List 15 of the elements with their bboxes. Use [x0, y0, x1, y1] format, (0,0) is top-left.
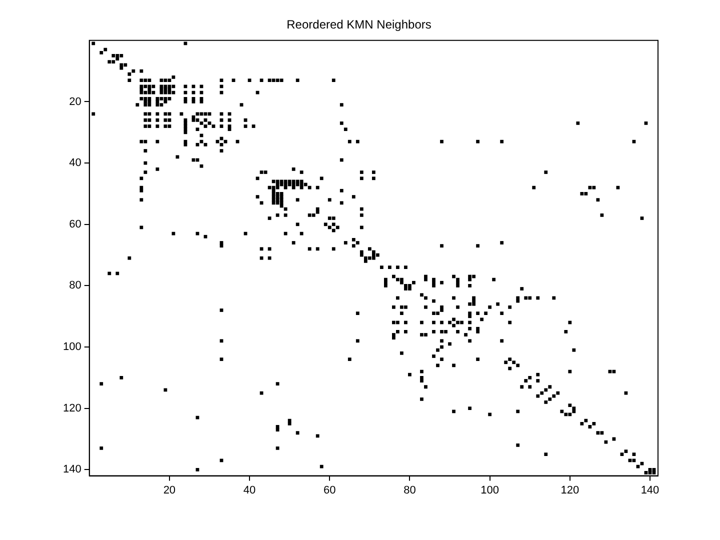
- x-tick-label: 80: [404, 484, 416, 496]
- x-tick-label: 60: [324, 484, 336, 496]
- x-tick-label: 100: [480, 484, 499, 496]
- y-tick-label: 20: [69, 96, 82, 108]
- x-tick-label: 140: [640, 484, 660, 496]
- x-tick-label: 120: [560, 484, 580, 496]
- y-tick-label: 40: [69, 157, 82, 170]
- x-tick-label: 20: [163, 484, 176, 496]
- y-tick-label: 60: [69, 218, 82, 230]
- y-tick-label: 100: [62, 341, 82, 354]
- x-tick-label: 40: [243, 484, 256, 496]
- y-tick-label: 120: [62, 402, 82, 414]
- y-tick-label: 140: [62, 464, 82, 476]
- chart-title: Reordered KMN Neighbors: [286, 18, 432, 32]
- y-tick-label: 80: [69, 280, 82, 292]
